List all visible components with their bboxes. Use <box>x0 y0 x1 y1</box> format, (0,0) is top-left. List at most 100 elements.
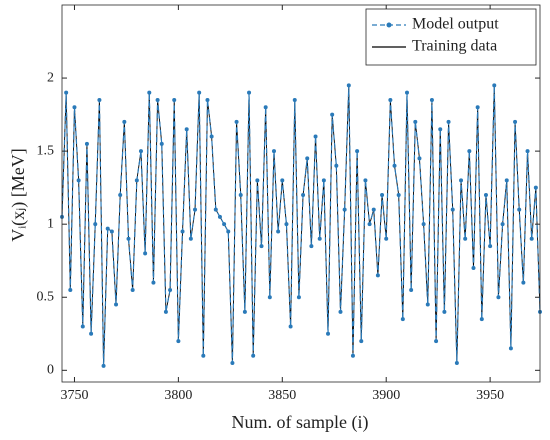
series-marker <box>467 149 472 154</box>
series-marker <box>238 192 243 197</box>
series-marker <box>504 178 509 183</box>
series-marker <box>163 309 168 314</box>
series-marker <box>151 280 156 285</box>
series-marker <box>197 90 202 95</box>
series-marker <box>251 353 256 358</box>
series-marker <box>459 178 464 183</box>
x-axis-label: Num. of sample (i) <box>232 412 369 433</box>
series-marker <box>421 222 426 227</box>
series-marker <box>425 302 430 307</box>
series-marker <box>388 97 393 102</box>
series-marker <box>313 134 318 139</box>
legend-label: Model output <box>412 16 499 33</box>
series-marker <box>413 119 418 124</box>
series-marker <box>80 324 85 329</box>
legend-box <box>365 8 537 66</box>
series-marker <box>301 192 306 197</box>
series-marker <box>321 178 326 183</box>
series-marker <box>342 207 347 212</box>
series-marker <box>346 83 351 88</box>
x-tick-label: 3950 <box>476 388 504 403</box>
series-marker <box>380 192 385 197</box>
series-marker <box>496 295 501 300</box>
series-marker <box>122 119 127 124</box>
series-marker <box>417 156 422 161</box>
series-marker <box>296 295 301 300</box>
series-marker <box>147 90 152 95</box>
series-marker <box>76 178 81 183</box>
series-marker <box>105 226 110 231</box>
series-marker <box>463 236 468 241</box>
series-marker <box>276 229 281 234</box>
series-marker <box>338 309 343 314</box>
series-line <box>61 85 541 366</box>
y-tick-label: 0.5 <box>37 289 55 304</box>
series-marker <box>184 127 189 132</box>
y-tick-label: 1.5 <box>37 143 55 158</box>
series-marker <box>317 236 322 241</box>
series-marker <box>517 207 522 212</box>
x-tick-label: 3850 <box>268 388 296 403</box>
x-tick-label: 3900 <box>372 388 400 403</box>
series-marker <box>454 361 459 366</box>
series-marker <box>134 178 139 183</box>
series-marker <box>89 331 94 336</box>
series-marker <box>525 149 530 154</box>
series-marker <box>230 361 235 366</box>
series-marker <box>288 324 293 329</box>
series-marker <box>118 192 123 197</box>
plot-frame <box>61 4 541 383</box>
series-marker <box>209 134 214 139</box>
y-tick-label: 2 <box>47 70 54 85</box>
series-marker <box>475 105 480 110</box>
series-marker <box>234 119 239 124</box>
series-marker <box>305 156 310 161</box>
series-marker <box>180 229 185 234</box>
series-marker <box>188 236 193 241</box>
series-marker <box>138 149 143 154</box>
series-marker <box>172 97 177 102</box>
series-marker <box>355 149 360 154</box>
series-marker <box>367 222 372 227</box>
series-marker <box>429 97 434 102</box>
series-marker <box>396 192 401 197</box>
series-marker <box>529 236 534 241</box>
series-marker <box>350 353 355 358</box>
series-marker <box>155 97 160 102</box>
series-marker <box>130 287 135 292</box>
x-tick-label: 3750 <box>60 388 88 403</box>
series-marker <box>508 346 513 351</box>
series-marker <box>292 97 297 102</box>
series-marker <box>409 287 414 292</box>
series-marker <box>101 363 106 368</box>
series-marker <box>68 287 73 292</box>
series-marker <box>247 90 252 95</box>
series-marker <box>193 207 198 212</box>
series-marker <box>64 90 69 95</box>
series-marker <box>168 287 173 292</box>
series-marker <box>442 309 447 314</box>
series-marker <box>176 339 181 344</box>
series-marker <box>284 222 289 227</box>
series-marker <box>109 229 114 234</box>
series-marker <box>363 178 368 183</box>
series-marker <box>93 222 98 227</box>
series-marker <box>471 266 476 271</box>
series-marker <box>143 251 148 256</box>
series-marker <box>446 119 451 124</box>
series-marker <box>201 353 206 358</box>
series-marker <box>330 112 335 117</box>
series-marker <box>384 236 389 241</box>
series-marker <box>280 178 285 183</box>
series-marker <box>513 119 518 124</box>
series-marker <box>434 339 439 344</box>
legend-label: Training data <box>412 38 497 55</box>
series-marker <box>309 244 314 249</box>
series-marker <box>84 141 89 146</box>
y-tick-label: 1 <box>47 216 54 231</box>
series-marker <box>217 214 222 219</box>
series-marker <box>521 280 526 285</box>
series-marker <box>114 302 119 307</box>
